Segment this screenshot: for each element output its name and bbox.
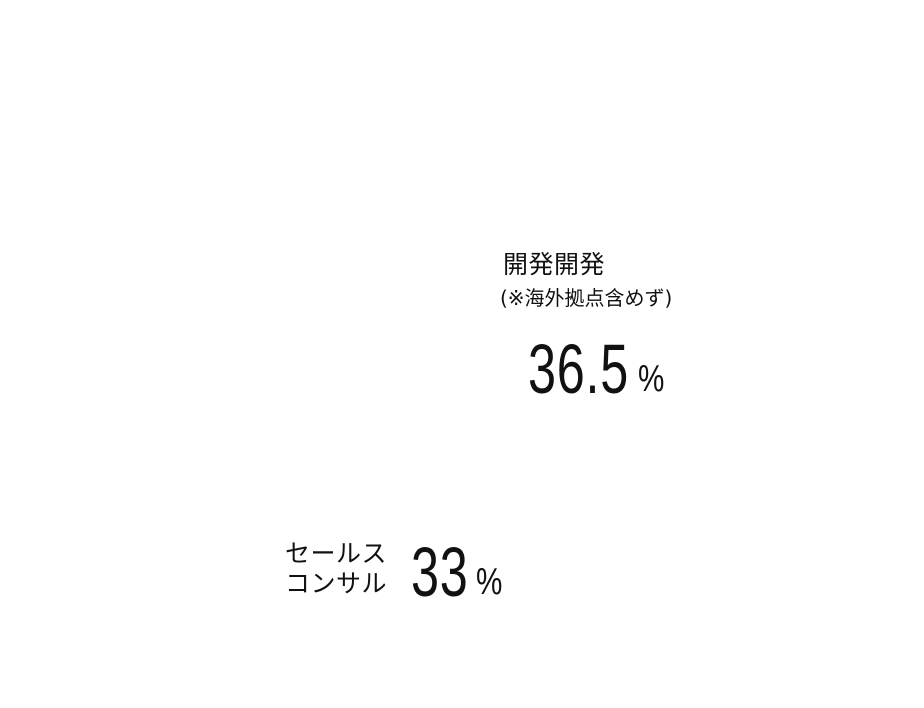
segment-label: 開発開発 (503, 250, 606, 279)
segment-value: 36.5 (528, 330, 629, 408)
segment-value: 33 (411, 533, 469, 611)
segment-label: コンサル (285, 569, 388, 598)
segment-label: セールス (285, 539, 388, 568)
segment-unit: % (638, 358, 665, 400)
segment-note: (※海外拠点含めず) (500, 286, 673, 310)
segment-unit: % (476, 561, 503, 603)
